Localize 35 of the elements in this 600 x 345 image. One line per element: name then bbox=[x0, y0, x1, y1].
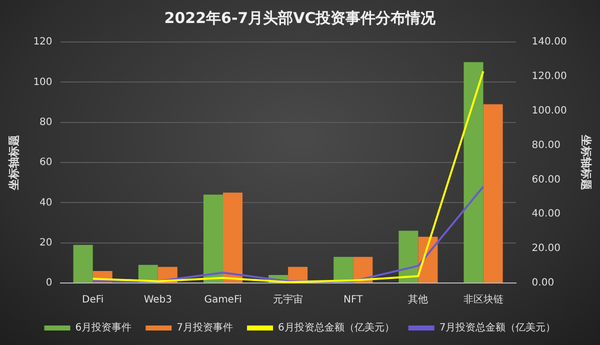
y2-tick-label: 80.00 bbox=[532, 140, 560, 151]
y-tick-label: 60 bbox=[40, 157, 52, 168]
legend-label: 6月投资总金额（亿美元） bbox=[278, 322, 394, 334]
y-tick-label: 40 bbox=[40, 197, 52, 208]
y2-tick-label: 100.00 bbox=[532, 105, 567, 116]
y2-tick-label: 60.00 bbox=[532, 174, 560, 186]
y-tick-label: 100 bbox=[33, 76, 52, 88]
y2-axis-title: 坐标轴标题 bbox=[580, 134, 593, 190]
x-tick-label: Web3 bbox=[144, 294, 172, 306]
y2-tick-label: 120.00 bbox=[532, 71, 567, 82]
y2-tick-label: 0.00 bbox=[532, 278, 554, 289]
chart-title: 2022年6-7月头部VC投资事件分布情况 bbox=[164, 8, 437, 27]
y-tick-label: 20 bbox=[40, 237, 52, 248]
bar bbox=[483, 104, 503, 282]
y-tick-label: 120 bbox=[33, 36, 52, 48]
bar bbox=[464, 62, 484, 282]
bar bbox=[73, 244, 93, 282]
y-tick-label: 0 bbox=[46, 278, 52, 289]
y2-tick-label: 20.00 bbox=[532, 243, 560, 254]
x-tick-label: DeFi bbox=[82, 294, 104, 306]
x-tick-label: 其他 bbox=[408, 294, 428, 306]
y2-tick-label: 140.00 bbox=[532, 36, 567, 48]
y-tick-label: 80 bbox=[40, 116, 52, 128]
y2-tick-label: 40.00 bbox=[532, 208, 560, 220]
legend-label: 6月投资事件 bbox=[75, 322, 132, 334]
bar bbox=[203, 194, 223, 282]
x-tick-label: NFT bbox=[344, 294, 364, 306]
legend-label: 7月投资总金额（亿美元） bbox=[439, 322, 556, 334]
x-tick-label: 非区块链 bbox=[463, 294, 504, 306]
x-tick-label: 元宇宙 bbox=[273, 294, 304, 306]
x-tick-label: GameFi bbox=[204, 294, 242, 306]
bar bbox=[398, 230, 418, 282]
bar bbox=[222, 192, 242, 282]
y-axis-title: 坐标轴标题 bbox=[7, 135, 20, 191]
legend-label: 7月投资事件 bbox=[176, 322, 234, 334]
